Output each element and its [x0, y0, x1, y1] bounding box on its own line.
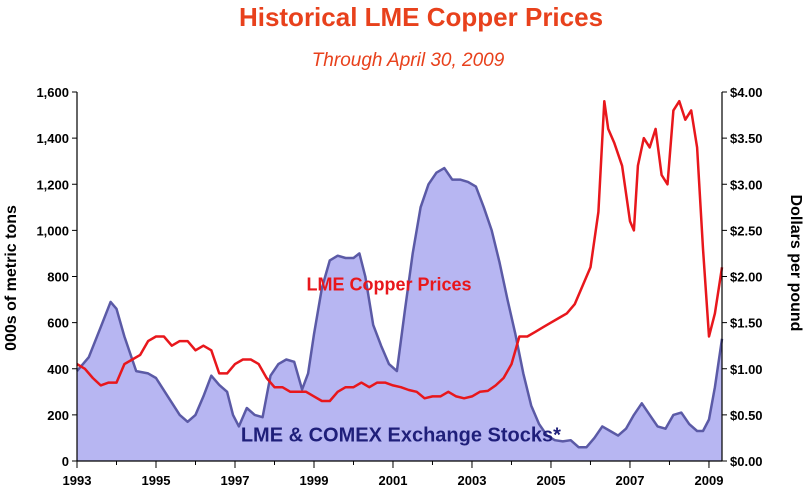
y-left-tick-label: 1,600 — [36, 85, 69, 100]
chart-title: Historical LME Copper Prices — [239, 2, 603, 32]
x-tick-label: 1995 — [142, 473, 171, 488]
price-series-label: LME Copper Prices — [307, 274, 472, 294]
price-line — [76, 99, 724, 403]
y-right-tick-label: $3.50 — [730, 131, 763, 146]
x-tick-label: 1997 — [221, 473, 250, 488]
y-left-tick-label: 0 — [62, 454, 69, 469]
x-tick-label: 1993 — [63, 473, 92, 488]
x-tick-label: 1999 — [300, 473, 329, 488]
x-tick-label: 2003 — [458, 473, 487, 488]
y-left-tick-label: 200 — [47, 408, 69, 423]
plot-area: 0 200 400 600 800 1,000 1,200 1,400 1,600 $0.00 $0… — [36, 85, 762, 488]
y-left-tick-label: 1,200 — [36, 177, 69, 192]
y-right-tick-label: $2.00 — [730, 270, 763, 285]
y-left-tick-label: 400 — [47, 362, 69, 377]
y-axis-right-label: Dollars per pound — [787, 195, 804, 332]
x-tick-label: 2005 — [537, 473, 566, 488]
y-left-tick-label: 1,400 — [36, 131, 69, 146]
stocks-line — [76, 166, 724, 449]
y-left-tick-label: 600 — [47, 316, 69, 331]
y-left-tick-label: 800 — [47, 270, 69, 285]
y-right-tick-label: $1.50 — [730, 316, 763, 331]
y-left-tick-label: 1,000 — [36, 223, 69, 238]
y-right-tick-label: $2.50 — [730, 223, 763, 238]
stocks-area — [77, 168, 722, 461]
y-right-tick-label: $3.00 — [730, 177, 763, 192]
x-tick-label: 2009 — [695, 473, 724, 488]
y-right-tick-label: $0.00 — [730, 454, 763, 469]
stocks-series-label: LME & COMEX Exchange Stocks* — [241, 425, 561, 447]
y-right-tick-label: $0.50 — [730, 408, 763, 423]
y-axis-left-label: 000s of metric tons — [3, 205, 20, 351]
x-tick-label: 2001 — [379, 473, 408, 488]
chart-subtitle: Through April 30, 2009 — [312, 50, 505, 71]
y-right-tick-label: $1.00 — [730, 362, 763, 377]
x-tick-label: 2007 — [616, 473, 645, 488]
y-right-tick-label: $4.00 — [730, 85, 763, 100]
